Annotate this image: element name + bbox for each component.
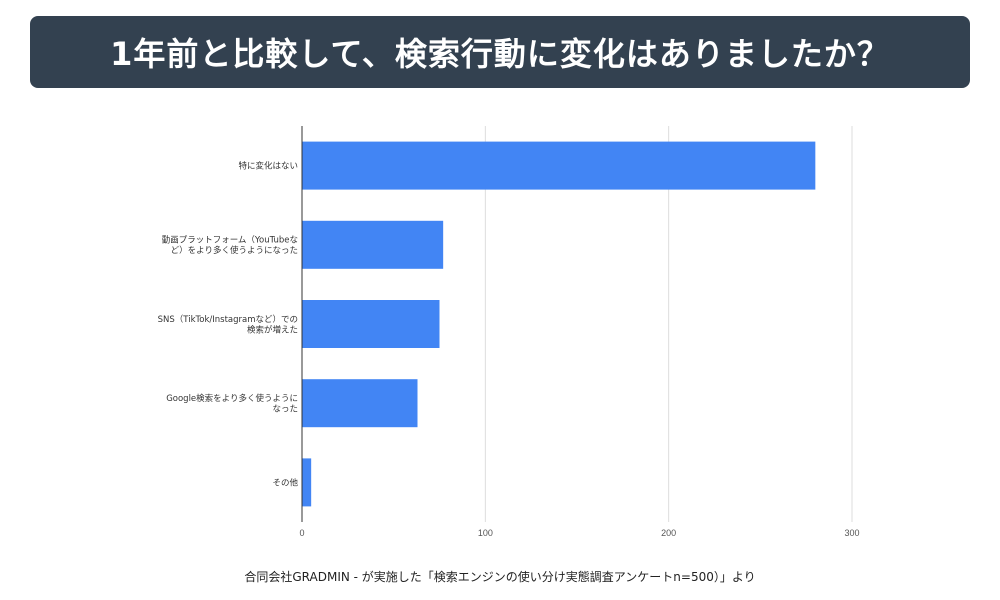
bar <box>302 458 312 507</box>
category-label: その他 <box>272 477 298 488</box>
title-banner: 1年前と比較して、検索行動に変化はありましたか？ <box>30 16 970 88</box>
category-label: 動画プラットフォーム（YouTubeなど）をより多く使うようになった <box>162 235 298 256</box>
tick-labels: 0 100 200 300 <box>299 528 859 538</box>
x-tick-label: 0 <box>299 528 304 538</box>
bar <box>302 379 418 428</box>
page-title: 1年前と比較して、検索行動に変化はありましたか？ <box>110 35 890 73</box>
bar <box>302 300 440 348</box>
source-note: 合同会社GRADMIN - が実施した「検索エンジンの使い分け実態調査アンケート… <box>244 570 756 584</box>
bars <box>302 141 816 507</box>
x-tick-label: 200 <box>661 528 676 538</box>
gridlines <box>484 126 853 522</box>
category-labels: 特に変化はない動画プラットフォーム（YouTubeなど）をより多く使うようになっ… <box>158 161 299 489</box>
x-tick-label: 100 <box>478 528 493 538</box>
category-label: Google検索をより多く使うようになった <box>166 393 298 415</box>
bar <box>302 141 816 190</box>
x-tick-label: 300 <box>844 528 859 538</box>
bar <box>302 220 444 269</box>
category-label: 特に変化はない <box>238 161 298 172</box>
category-label: SNS（TikTok/Instagramなど）での検索が増えた <box>158 314 298 336</box>
bar-chart: 特に変化はない動画プラットフォーム（YouTubeなど）をより多く使うようになっ… <box>158 126 860 538</box>
